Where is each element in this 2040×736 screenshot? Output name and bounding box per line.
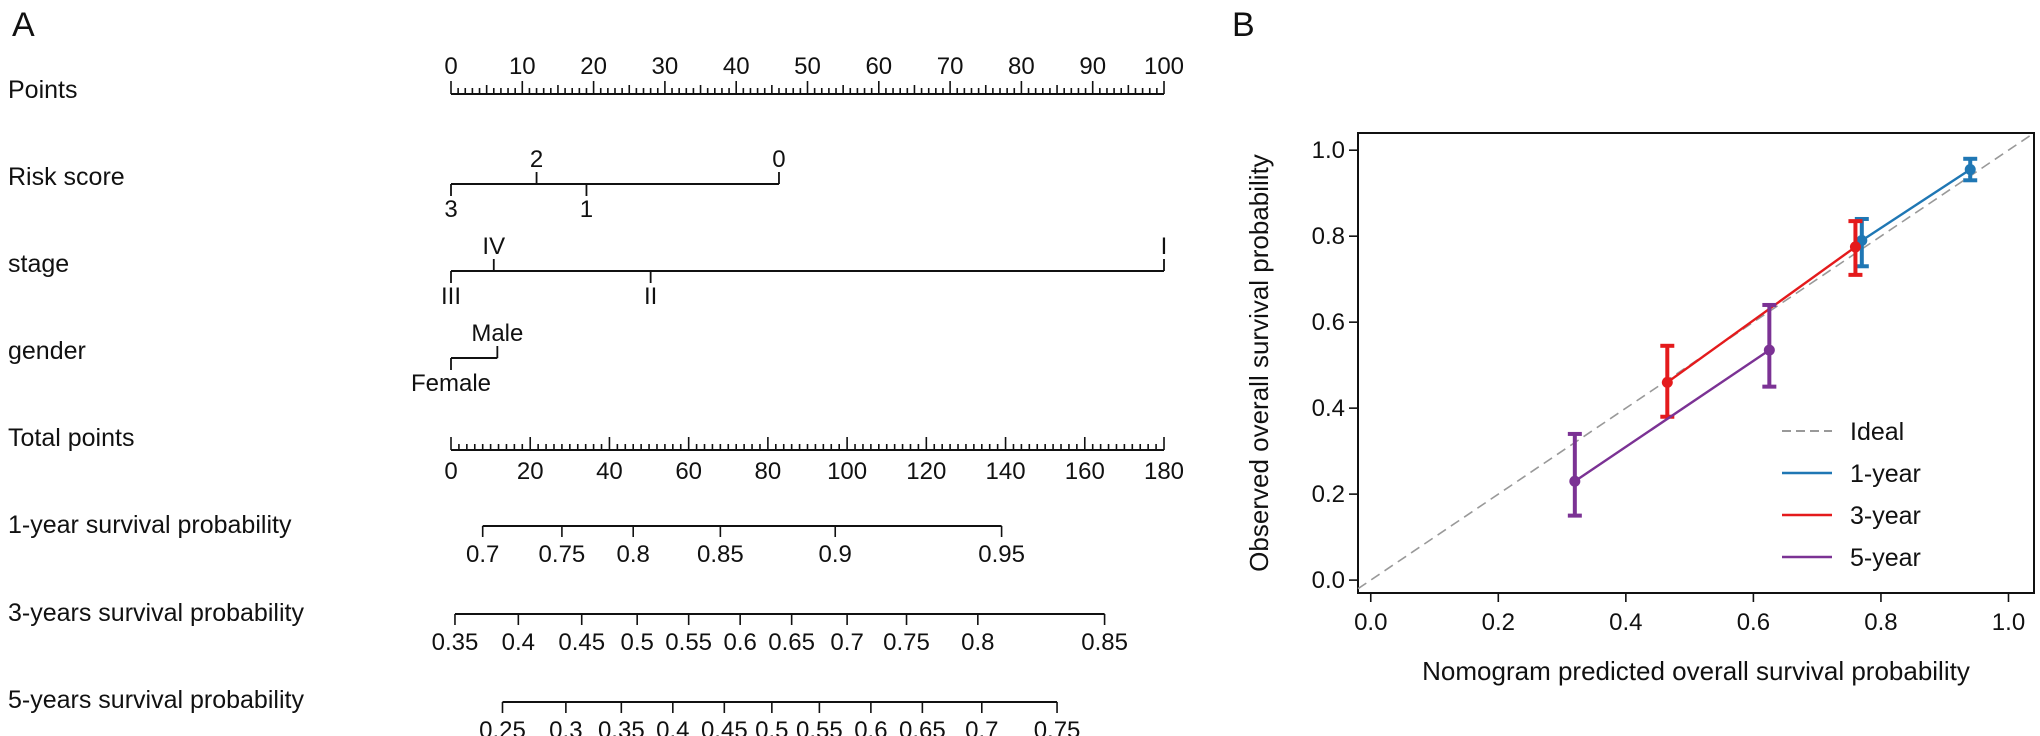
nomogram-tick-label: 0.45 bbox=[701, 717, 748, 736]
y-tick-label: 0.8 bbox=[1312, 223, 1345, 250]
nomogram-row-label: Total points bbox=[8, 424, 134, 452]
data-point bbox=[1661, 376, 1673, 388]
nomogram-tick-label: 0.35 bbox=[432, 629, 479, 656]
nomogram-tick-label: 0.6 bbox=[723, 629, 756, 656]
nomogram-tick-label: 0.55 bbox=[796, 717, 843, 736]
nomogram-tick-label: 0.7 bbox=[830, 629, 863, 656]
legend-label: 3-year bbox=[1850, 502, 1921, 530]
nomogram-tick-label: 0.8 bbox=[961, 629, 994, 656]
x-tick-label: 1.0 bbox=[1992, 609, 2025, 636]
x-axis-label: Nomogram predicted overall survival prob… bbox=[1422, 656, 1970, 686]
nomogram-tick-label: 0.95 bbox=[978, 541, 1025, 568]
nomogram-tick-label: 120 bbox=[906, 458, 946, 485]
nomogram-tick-label: 60 bbox=[865, 53, 892, 80]
nomogram-tick-label: 20 bbox=[517, 458, 544, 485]
nomogram-tick-label: 100 bbox=[1144, 53, 1184, 80]
nomogram-tick-label: 80 bbox=[755, 458, 782, 485]
nomogram-tick-label: 0.9 bbox=[819, 541, 852, 568]
nomogram-tick-label: 50 bbox=[794, 53, 821, 80]
nomogram-tick-label: 0.45 bbox=[558, 629, 605, 656]
nomogram-tick-label: 60 bbox=[675, 458, 702, 485]
panel-a-label: A bbox=[12, 6, 35, 44]
nomogram-row-label: stage bbox=[8, 250, 69, 278]
nomogram-tick-label: 0.4 bbox=[502, 629, 535, 656]
x-tick-label: 0.8 bbox=[1864, 609, 1897, 636]
nomogram-row-label: 5-years survival probability bbox=[8, 686, 304, 714]
data-point bbox=[1763, 344, 1775, 356]
y-tick-label: 0.0 bbox=[1312, 567, 1345, 594]
nomogram-level-label: Male bbox=[471, 320, 523, 347]
nomogram-tick-label: 40 bbox=[596, 458, 623, 485]
data-point bbox=[1964, 164, 1976, 176]
x-tick-label: 0.4 bbox=[1609, 609, 1642, 636]
nomogram-tick-label: 0.7 bbox=[965, 717, 998, 736]
x-tick-label: 0.2 bbox=[1482, 609, 1515, 636]
nomogram-tick-label: 0 bbox=[444, 458, 457, 485]
nomogram-tick-label: 160 bbox=[1065, 458, 1105, 485]
nomogram-tick-label: 100 bbox=[827, 458, 867, 485]
nomogram-tick-label: 0.35 bbox=[598, 717, 645, 736]
nomogram-level-label: 2 bbox=[530, 146, 543, 173]
legend-label: 1-year bbox=[1850, 460, 1921, 488]
legend-label: 5-year bbox=[1850, 544, 1921, 572]
series-line-3-year bbox=[1666, 245, 1857, 384]
panel-b-label: B bbox=[1232, 6, 1255, 44]
nomogram-tick-label: 140 bbox=[986, 458, 1026, 485]
nomogram-tick-label: 0 bbox=[444, 53, 457, 80]
nomogram-tick-label: 0.25 bbox=[479, 717, 526, 736]
nomogram-tick-label: 0.7 bbox=[466, 541, 499, 568]
nomogram-tick-label: 70 bbox=[937, 53, 964, 80]
nomogram-level-label: I bbox=[1161, 233, 1168, 260]
data-point bbox=[1849, 241, 1861, 253]
nomogram-tick-label: 80 bbox=[1008, 53, 1035, 80]
nomogram-tick-label: 0.75 bbox=[883, 629, 930, 656]
nomogram-level-label: 1 bbox=[580, 196, 593, 223]
series-line-1-year bbox=[1861, 168, 1971, 242]
nomogram-row-label: 3-years survival probability bbox=[8, 599, 304, 627]
nomogram-tick-label: 40 bbox=[723, 53, 750, 80]
nomogram-tick-label: 10 bbox=[509, 53, 536, 80]
nomogram-tick-label: 0.5 bbox=[755, 717, 788, 736]
nomogram-tick-label: 0.55 bbox=[665, 629, 712, 656]
nomogram-tick-label: 30 bbox=[652, 53, 679, 80]
nomogram-tick-label: 0.6 bbox=[854, 717, 887, 736]
y-tick-label: 1.0 bbox=[1312, 137, 1345, 164]
y-tick-label: 0.2 bbox=[1312, 481, 1345, 508]
nomogram-tick-label: 0.75 bbox=[1034, 717, 1081, 736]
nomogram-level-label: II bbox=[644, 283, 657, 310]
legend-label-ideal: Ideal bbox=[1850, 418, 1904, 446]
nomogram-tick-label: 90 bbox=[1079, 53, 1106, 80]
nomogram-tick-label: 0.5 bbox=[620, 629, 653, 656]
nomogram-level-label: 0 bbox=[772, 146, 785, 173]
nomogram-level-label: III bbox=[441, 283, 461, 310]
nomogram-tick-label: 0.8 bbox=[617, 541, 650, 568]
plot-frame bbox=[1357, 132, 2035, 594]
nomogram-level-label: IV bbox=[482, 233, 505, 260]
nomogram-row-label: 1-year survival probability bbox=[8, 511, 292, 539]
nomogram-tick-label: 0.75 bbox=[539, 541, 586, 568]
nomogram-level-label: 3 bbox=[444, 196, 457, 223]
series-line-5-year bbox=[1574, 349, 1771, 483]
calibration-plot: 0.0 0.2 0.4 0.6 0.8 1.0 0.0 0.2 0.4 0.6 0.8 1.0 Nomo… bbox=[1244, 132, 2035, 686]
nomogram-tick-label: 20 bbox=[580, 53, 607, 80]
y-tick-label: 0.6 bbox=[1312, 309, 1345, 336]
nomogram-tick-label: 0.65 bbox=[768, 629, 815, 656]
nomogram-tick-label: 0.85 bbox=[1081, 629, 1128, 656]
nomogram-tick-label: 0.85 bbox=[697, 541, 744, 568]
nomogram-tick-label: 0.3 bbox=[549, 717, 582, 736]
y-axis-label: Observed overall survival probability bbox=[1244, 154, 1274, 572]
nomogram-row-label: Points bbox=[8, 76, 77, 104]
nomogram-tick-label: 0.65 bbox=[899, 717, 946, 736]
x-tick-label: 0.6 bbox=[1737, 609, 1770, 636]
nomogram-row-label: Risk score bbox=[8, 163, 125, 191]
y-tick-label: 0.4 bbox=[1312, 395, 1345, 422]
nomogram-tick-label: 0.4 bbox=[656, 717, 689, 736]
nomogram-tick-label: 180 bbox=[1144, 458, 1184, 485]
data-point bbox=[1569, 475, 1581, 487]
nomogram-row-label: gender bbox=[8, 337, 86, 365]
nomogram-level-label: Female bbox=[411, 370, 491, 397]
x-tick-label: 0.0 bbox=[1354, 609, 1387, 636]
